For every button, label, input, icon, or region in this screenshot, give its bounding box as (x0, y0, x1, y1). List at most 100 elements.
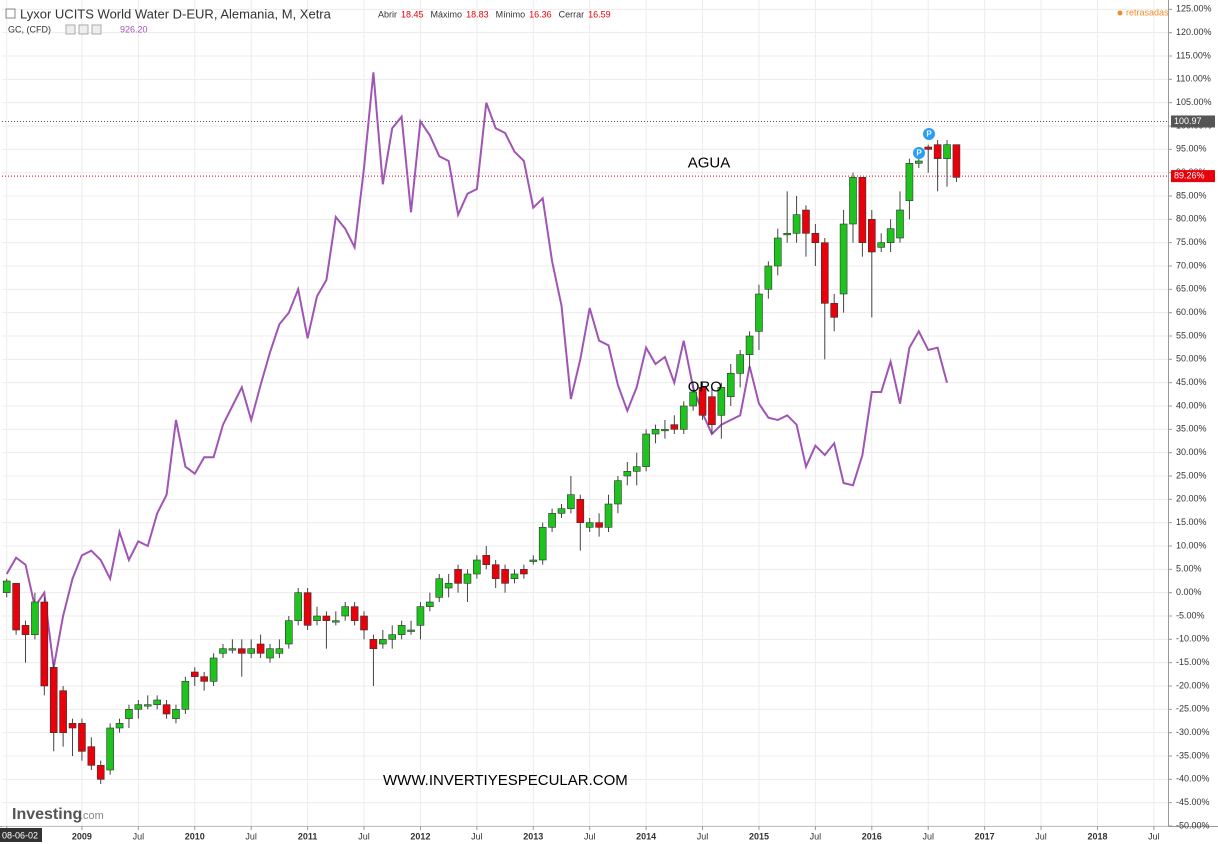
candle-body (435, 578, 444, 598)
ohlc-name: Cerrar (559, 9, 585, 19)
candle-body (802, 209, 810, 234)
candle-body (849, 177, 857, 225)
chart-title: Lyxor UCITS World Water D-EUR, Alemania,… (20, 6, 332, 21)
candle-body (87, 746, 96, 766)
candle-body (322, 615, 331, 621)
candle-body (510, 573, 519, 579)
y-tick-label: -50.00% (1176, 820, 1210, 830)
collapse-icon[interactable] (5, 8, 16, 19)
price-box (1171, 170, 1215, 183)
marker-p-text: P (926, 130, 932, 139)
y-tick-label: 5.00% (1176, 564, 1202, 574)
y-tick-label: 110.00% (1176, 74, 1211, 84)
candle-body (614, 480, 622, 505)
candle-body (717, 387, 726, 416)
x-tick-label: 08-06-02 (2, 830, 38, 840)
y-tick-label: 80.00% (1176, 214, 1207, 224)
candle-body (125, 709, 133, 719)
candle-body (181, 681, 190, 710)
settings-icon[interactable] (65, 24, 76, 35)
y-tick-label: 25.00% (1176, 470, 1207, 480)
y-tick-label: 50.00% (1176, 354, 1207, 364)
x-tick-label: Jul (1148, 831, 1160, 841)
marker-p[interactable] (923, 128, 935, 140)
candle-body (360, 615, 368, 631)
x-tick-label: Jul (584, 831, 596, 841)
y-tick-label: 60.00% (1176, 307, 1207, 317)
candle-body (482, 555, 491, 565)
candle-body (143, 704, 152, 707)
axes: -50.00% -45.00% -40.00% -35.00% -30.00% -25.0… (0, 4, 1215, 842)
x-tick-label: 2009 (72, 831, 92, 841)
candle-body (708, 396, 716, 425)
y-tick-label: 65.00% (1176, 284, 1207, 294)
candle-body (820, 242, 829, 304)
candle-body (350, 606, 359, 621)
x-tick-label: Jul (810, 831, 822, 841)
candle-body (294, 592, 303, 621)
x-start-box (0, 828, 42, 842)
close-icon[interactable] (91, 24, 102, 35)
annotation: AGUA (688, 154, 731, 171)
ohlc-name: Abrir (378, 9, 397, 19)
candle-body (31, 601, 39, 635)
candle-body (529, 559, 538, 562)
candle-body (200, 676, 208, 682)
candle-body (134, 704, 143, 710)
candle-body (162, 704, 171, 715)
price-label: 100.97 (1174, 116, 1202, 126)
x-tick-label: Jul (922, 831, 934, 841)
candle-body (520, 569, 528, 575)
delay-dot (1117, 10, 1123, 16)
marker-p-text: P (916, 149, 922, 158)
candle-body (773, 237, 782, 267)
candle-body (679, 405, 688, 430)
candle-body (576, 499, 585, 523)
candle-body (585, 522, 594, 528)
candle-body (190, 671, 199, 677)
ohlc-name: Mínimo (496, 9, 526, 19)
candle-body (595, 522, 603, 528)
y-tick-label: 105.00% (1176, 97, 1212, 107)
candle-body (237, 648, 246, 654)
candle-body (651, 429, 660, 435)
y-tick-label: 85.00% (1176, 190, 1207, 200)
candle-body (661, 429, 669, 432)
x-tick-label: Jul (133, 831, 145, 841)
candle-body (886, 228, 895, 243)
candle-body (454, 569, 462, 584)
candle-body (96, 765, 105, 780)
candle-body (369, 639, 378, 649)
ohlc-value: 16.59 (588, 9, 611, 19)
candle-body (2, 580, 11, 593)
candle-body (501, 569, 509, 584)
y-tick-label: -35.00% (1176, 750, 1210, 760)
candle-body (567, 494, 575, 509)
y-tick-label: -10.00% (1176, 634, 1210, 644)
candle-body (736, 354, 744, 374)
x-tick-label: Jul (245, 831, 257, 841)
candle-body (40, 601, 49, 687)
candle-body (228, 648, 237, 651)
x-tick-label: 2018 (1087, 831, 1107, 841)
candle-body (858, 177, 867, 243)
x-tick-label: 2013 (523, 831, 543, 841)
candle-body (115, 723, 124, 729)
candle-body (209, 657, 218, 682)
hide-icon[interactable] (78, 24, 89, 35)
marker-p[interactable] (913, 147, 925, 159)
candle-body (896, 209, 904, 239)
candle-body (266, 648, 274, 659)
ohlc-legend: Abrir 18.45 Máximo 18.83 Mínimo 16.36 Cerrar 16… (378, 9, 611, 19)
candle-body (867, 219, 876, 253)
candle-body (491, 564, 500, 579)
y-tick-label: 40.00% (1176, 400, 1207, 410)
candle-body (689, 391, 697, 407)
candle-body (463, 573, 472, 584)
x-tick-label: Jul (697, 831, 709, 841)
compare-symbol: GC, (CFD) (8, 24, 51, 34)
x-tick-label: 2014 (636, 831, 656, 841)
candle-body (256, 643, 265, 654)
